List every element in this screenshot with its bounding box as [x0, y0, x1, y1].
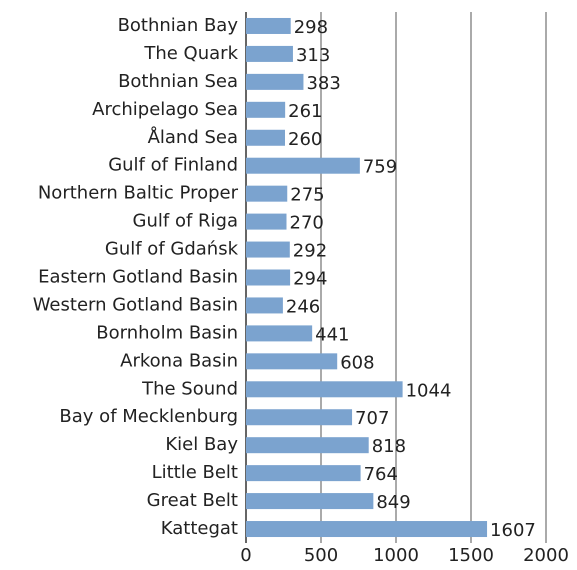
y-tick-label: Bornholm Basin [96, 322, 238, 343]
value-label: 818 [372, 436, 406, 457]
bar [246, 157, 360, 174]
y-tick-label: Kattegat [161, 518, 238, 539]
bar [246, 325, 313, 342]
bar [246, 101, 286, 118]
value-label: 246 [286, 296, 320, 317]
value-label: 313 [296, 45, 330, 66]
bar [246, 45, 293, 62]
bar [246, 185, 288, 202]
y-tick-label: Great Belt [147, 490, 238, 511]
bar [246, 269, 291, 286]
x-tick-label: 2000 [523, 545, 569, 566]
x-tick-label: 0 [240, 545, 251, 566]
y-tick-label: Arkona Basin [120, 350, 238, 371]
value-label: 707 [355, 408, 389, 429]
value-label: 441 [315, 324, 349, 345]
value-label: 275 [290, 185, 324, 206]
y-tick-label: The Sound [141, 378, 238, 399]
bar [246, 437, 369, 454]
value-label: 292 [293, 241, 327, 262]
value-label: 849 [376, 492, 410, 513]
bar [246, 409, 353, 426]
bar [246, 73, 304, 90]
y-tick-label: Bothnian Sea [118, 71, 238, 92]
value-label: 1607 [490, 520, 536, 541]
y-tick-label: Little Belt [152, 462, 238, 483]
y-tick-label: Gulf of Gdańsk [105, 239, 239, 260]
bar [246, 241, 290, 258]
x-tick-label: 500 [304, 545, 338, 566]
bar [246, 381, 403, 398]
y-tick-label: Northern Baltic Proper [38, 183, 239, 204]
x-tick-label: 1000 [373, 545, 419, 566]
value-label: 1044 [406, 380, 452, 401]
y-tick-label: Gulf of Riga [133, 211, 238, 232]
y-tick-label: Bay of Mecklenburg [59, 406, 238, 427]
y-tick-label: Gulf of Finland [108, 155, 238, 176]
y-tick-label: The Quark [143, 43, 238, 64]
value-label: 261 [288, 101, 322, 122]
y-tick-label: Bothnian Bay [118, 15, 239, 36]
value-label: 764 [364, 464, 398, 485]
bar [246, 129, 285, 146]
value-label: 298 [294, 17, 328, 38]
value-label: 294 [293, 269, 327, 290]
y-tick-label: Archipelago Sea [92, 99, 238, 120]
bar [246, 297, 283, 314]
value-label: 260 [288, 129, 322, 150]
y-tick-label: Western Gotland Basin [33, 294, 238, 315]
value-label: 383 [306, 73, 340, 94]
y-tick-label: Eastern Gotland Basin [38, 267, 238, 288]
bar [246, 521, 488, 538]
bar [246, 493, 374, 510]
x-tick-label: 1500 [448, 545, 494, 566]
bar [246, 213, 287, 230]
bar [246, 353, 338, 370]
bar [246, 465, 361, 482]
y-tick-label: Åland Sea [148, 126, 238, 148]
y-tick-label: Kiel Bay [165, 434, 238, 455]
bar [246, 17, 291, 34]
value-label: 759 [363, 157, 397, 178]
value-label: 608 [340, 352, 374, 373]
value-label: 270 [290, 213, 324, 234]
